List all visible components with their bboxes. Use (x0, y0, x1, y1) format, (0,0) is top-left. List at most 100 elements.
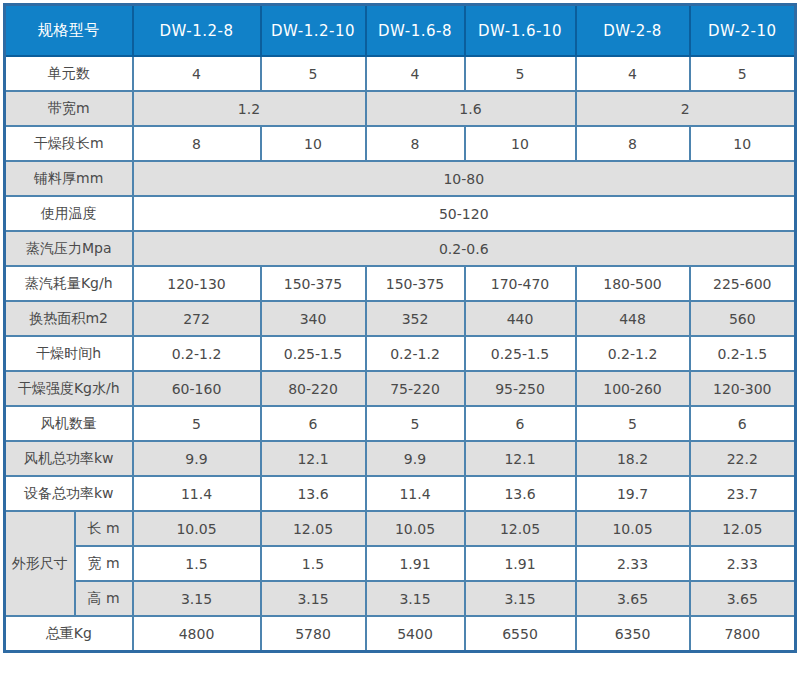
spec-cell: 0.25-1.5 (465, 336, 576, 371)
spec-cell: 170-470 (465, 266, 576, 301)
spec-cell: 12.1 (261, 441, 366, 476)
spec-cell: 5780 (261, 616, 366, 652)
row-label: 设备总功率kw (5, 476, 133, 511)
spec-cell: 13.6 (261, 476, 366, 511)
row-label: 干燥段长m (5, 126, 133, 161)
row-label: 蒸汽耗量Kg/h (5, 266, 133, 301)
table-row: 设备总功率kw11.413.611.413.619.723.7 (5, 476, 796, 511)
spec-cell: 13.6 (465, 476, 576, 511)
spec-cell: 12.05 (261, 511, 366, 546)
spec-cell: 440 (465, 301, 576, 336)
row-label: 换热面积m2 (5, 301, 133, 336)
spec-cell: 0.2-1.2 (366, 336, 465, 371)
spec-cell: 0.2-1.2 (133, 336, 261, 371)
spec-cell: 75-220 (366, 371, 465, 406)
spec-cell: 100-260 (576, 371, 690, 406)
spec-cell: 5 (366, 406, 465, 441)
row-label: 带宽m (5, 91, 133, 126)
row-label: 干燥时间h (5, 336, 133, 371)
spec-cell: 10 (261, 126, 366, 161)
table-row: 高 m3.153.153.153.153.653.65 (5, 581, 796, 616)
spec-cell: 23.7 (690, 476, 796, 511)
spec-cell: 120-300 (690, 371, 796, 406)
row-label: 铺料厚mm (5, 161, 133, 196)
spec-cell: 10.05 (366, 511, 465, 546)
spec-cell: 6550 (465, 616, 576, 652)
column-header-model: DW-1.2-10 (261, 5, 366, 57)
spec-cell: 8 (366, 126, 465, 161)
spec-cell: 180-500 (576, 266, 690, 301)
table-row: 使用温度50-120 (5, 196, 796, 231)
column-header-model: DW-1.6-10 (465, 5, 576, 57)
spec-cell: 10-80 (133, 161, 796, 196)
spec-cell: 5400 (366, 616, 465, 652)
spec-cell: 1.5 (261, 546, 366, 581)
row-label: 干燥强度Kg水/h (5, 371, 133, 406)
header-row: 规格型号DW-1.2-8DW-1.2-10DW-1.6-8DW-1.6-10DW… (5, 5, 796, 57)
spec-cell: 12.05 (690, 511, 796, 546)
spec-cell: 3.65 (690, 581, 796, 616)
spec-cell: 6 (261, 406, 366, 441)
table-row: 蒸汽耗量Kg/h120-130150-375150-375170-470180-… (5, 266, 796, 301)
spec-cell: 352 (366, 301, 465, 336)
spec-cell: 18.2 (576, 441, 690, 476)
spec-table-head: 规格型号DW-1.2-8DW-1.2-10DW-1.6-8DW-1.6-10DW… (5, 5, 796, 57)
spec-cell: 5 (465, 56, 576, 91)
spec-cell: 3.15 (261, 581, 366, 616)
spec-cell: 2 (576, 91, 796, 126)
spec-cell: 60-160 (133, 371, 261, 406)
spec-cell: 6 (690, 406, 796, 441)
spec-table-container: 规格型号DW-1.2-8DW-1.2-10DW-1.6-8DW-1.6-10DW… (3, 3, 797, 653)
spec-cell: 3.15 (465, 581, 576, 616)
table-row: 铺料厚mm10-80 (5, 161, 796, 196)
spec-cell: 5 (576, 406, 690, 441)
table-row: 风机数量565656 (5, 406, 796, 441)
table-row: 干燥时间h0.2-1.20.25-1.50.2-1.20.25-1.50.2-1… (5, 336, 796, 371)
spec-cell: 10.05 (133, 511, 261, 546)
row-label: 单元数 (5, 56, 133, 91)
spec-cell: 9.9 (366, 441, 465, 476)
spec-cell: 448 (576, 301, 690, 336)
spec-cell: 340 (261, 301, 366, 336)
spec-table-body: 单元数454545带宽m1.21.62干燥段长m810810810铺料厚mm10… (5, 56, 796, 652)
spec-cell: 1.5 (133, 546, 261, 581)
table-row: 蒸汽压力Mpa0.2-0.6 (5, 231, 796, 266)
spec-cell: 1.2 (133, 91, 366, 126)
spec-cell: 8 (576, 126, 690, 161)
spec-cell: 0.2-1.2 (576, 336, 690, 371)
spec-table: 规格型号DW-1.2-8DW-1.2-10DW-1.6-8DW-1.6-10DW… (3, 3, 797, 653)
spec-cell: 10 (465, 126, 576, 161)
column-header-model: DW-1.6-8 (366, 5, 465, 57)
spec-cell: 0.25-1.5 (261, 336, 366, 371)
spec-cell: 4800 (133, 616, 261, 652)
spec-cell: 2.33 (576, 546, 690, 581)
table-row: 风机总功率kw9.912.19.912.118.222.2 (5, 441, 796, 476)
spec-cell: 3.15 (133, 581, 261, 616)
spec-cell: 22.2 (690, 441, 796, 476)
spec-cell: 5 (690, 56, 796, 91)
spec-cell: 10.05 (576, 511, 690, 546)
spec-cell: 12.1 (465, 441, 576, 476)
spec-cell: 3.15 (366, 581, 465, 616)
table-row: 干燥段长m810810810 (5, 126, 796, 161)
group-label-cell: 外形尺寸 (5, 511, 75, 616)
spec-cell: 95-250 (465, 371, 576, 406)
spec-cell: 9.9 (133, 441, 261, 476)
spec-cell: 11.4 (366, 476, 465, 511)
spec-cell: 150-375 (366, 266, 465, 301)
spec-cell: 4 (133, 56, 261, 91)
spec-cell: 3.65 (576, 581, 690, 616)
spec-cell: 6350 (576, 616, 690, 652)
row-sublabel: 宽 m (75, 546, 133, 581)
spec-cell: 8 (133, 126, 261, 161)
row-sublabel: 长 m (75, 511, 133, 546)
row-label: 使用温度 (5, 196, 133, 231)
spec-cell: 560 (690, 301, 796, 336)
table-row: 外形尺寸长 m10.0512.0510.0512.0510.0512.05 (5, 511, 796, 546)
table-row: 换热面积m2272340352440448560 (5, 301, 796, 336)
spec-cell: 5 (133, 406, 261, 441)
spec-cell: 0.2-0.6 (133, 231, 796, 266)
column-header-model: DW-2-10 (690, 5, 796, 57)
spec-cell: 120-130 (133, 266, 261, 301)
spec-cell: 4 (576, 56, 690, 91)
